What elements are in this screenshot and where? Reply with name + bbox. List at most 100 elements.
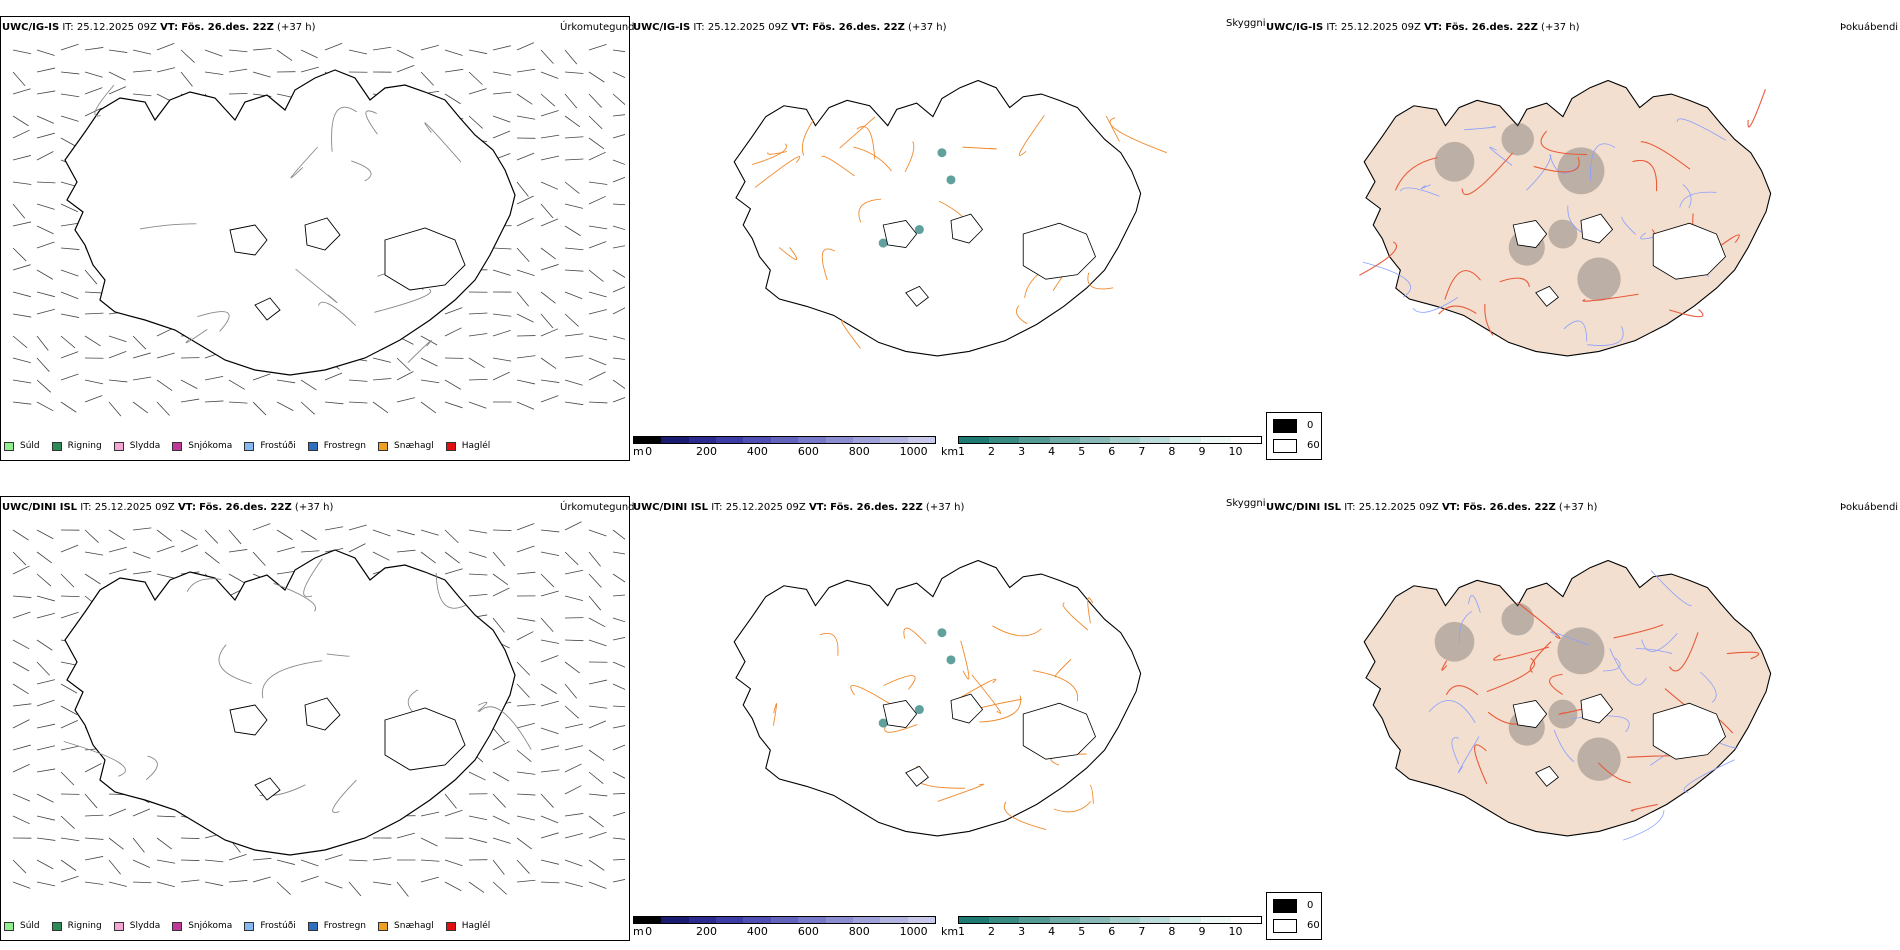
iceland-map-precip-type [12,42,625,417]
road-line [1493,646,1550,661]
low-visibility-patch [937,628,947,638]
colorbar-segment [634,917,662,923]
wind-barb [516,771,536,775]
wind-barb [564,569,584,575]
precip-type-legend: Súld Rigning Slydda Snjókoma Frostúði Frostre… [4,437,502,455]
wind-barb [540,793,554,808]
precip-legend-label: Haglél [461,921,491,931]
wind-barb [36,661,50,676]
wind-barb [564,136,584,139]
road-line [1486,657,1536,693]
precip-legend-label: Frostregn [323,441,367,451]
fog-shade [1557,147,1605,195]
wind-barb [564,181,580,194]
wind-barb [516,793,536,796]
precip-legend-label: Súld [20,441,40,451]
wind-barb [36,573,52,587]
wind-barb [612,132,625,139]
wind-barb [324,372,343,381]
wind-barb [588,71,605,83]
road-line [197,311,230,332]
low-visibility-patch [937,148,947,158]
precip-legend-label: Rigning [67,921,102,931]
wind-barb [612,113,625,117]
wind-barb [12,115,29,127]
wind-barb [540,218,559,227]
wind-barb [612,792,625,795]
wind-barb [12,181,32,185]
wind-barb [36,335,49,351]
fog-shade [1548,219,1578,249]
wind-barb [492,859,505,875]
wind-barb [516,291,529,307]
wind-barb [588,335,608,341]
it-value: 25.12.2025 09Z [94,502,175,513]
road-line [1582,293,1639,302]
wind-barb [492,551,506,567]
model-name: UWC/IG-IS [2,22,60,33]
wind-barb [564,833,583,839]
fog-label-60: 60 [1307,920,1320,931]
wind-barb [588,720,607,729]
precip-legend-swatch [244,921,255,931]
wind-barb [492,741,510,751]
wind-barb [564,551,579,566]
wind-barb [612,49,625,53]
road-line [186,578,222,592]
vt-value: Fös. 26.des. 22Z [1463,502,1556,513]
precip-legend-label: Frostregn [323,921,367,931]
road-line [94,84,115,117]
fog-legend: 0 60 [1266,892,1322,940]
wind-barb [228,49,248,53]
wind-barb [252,551,266,566]
colorbar-tick-label: 1000 [899,925,928,938]
wind-barb [612,661,625,670]
wind-barb [276,570,296,575]
colorbar-segment [852,437,881,443]
wind-barb [60,875,79,883]
wind-barb [612,379,625,392]
road-line [1499,277,1530,288]
wind-barb [492,291,512,293]
wind-barb [516,545,535,553]
wind-barb [564,247,584,251]
elev-unit: m [633,445,644,458]
wind-barb [12,815,30,825]
wind-barb [36,529,54,540]
colorbar-segment [852,917,881,923]
road-line [1613,624,1664,639]
wind-barb [468,771,486,781]
it-label: IT: [62,22,74,33]
wind-barb [516,68,536,73]
wind-barb [132,527,152,531]
precip-legend-label: Snæhagl [394,441,434,451]
colorbar-tick-label: 200 [696,925,718,938]
low-visibility-patch [946,175,956,185]
river-line [1458,610,1473,643]
wind-barb [300,529,317,541]
wind-barb [84,573,101,585]
wind-barb [588,639,607,647]
wind-barb [516,859,530,874]
colorbar-segment [661,437,689,443]
wind-barb [60,71,80,75]
road-line [1726,651,1760,660]
river-line [1563,320,1588,342]
fog-label-0: 0 [1307,900,1314,911]
glacier-outline [254,777,281,801]
wind-barb [420,44,439,51]
road-line [839,116,876,149]
wind-barb [60,313,80,318]
glacier-outline [950,693,984,724]
iceland-map-precip-type [12,521,625,897]
wind-barb [564,115,581,128]
model-name: UWC/DINI ISL [2,502,78,513]
wind-barb [612,635,625,641]
colorbar-segment [1230,917,1262,923]
vis-unit: km [941,445,959,458]
wind-barb [348,379,368,382]
road-line [477,701,488,712]
wind-barb [612,93,625,107]
wind-barb [516,617,536,622]
wind-barb [420,71,434,86]
